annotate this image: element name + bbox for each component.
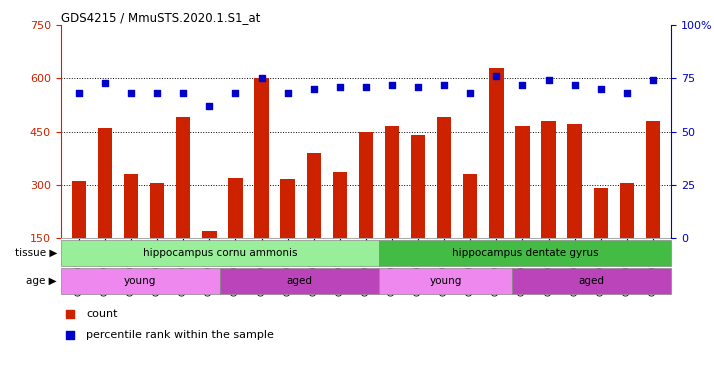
Point <box>203 103 215 109</box>
Bar <box>220 268 379 294</box>
Bar <box>512 268 671 294</box>
Bar <box>306 153 321 238</box>
Bar <box>98 128 112 238</box>
Bar <box>333 172 347 238</box>
Bar <box>411 135 426 238</box>
Bar <box>228 178 243 238</box>
Point <box>178 90 189 96</box>
Point <box>465 90 476 96</box>
Text: GDS4215 / MmuSTS.2020.1.S1_at: GDS4215 / MmuSTS.2020.1.S1_at <box>61 11 260 24</box>
Text: tissue ▶: tissue ▶ <box>15 248 57 258</box>
Text: hippocampus dentate gyrus: hippocampus dentate gyrus <box>452 248 598 258</box>
Point <box>543 77 554 83</box>
Bar <box>593 188 608 238</box>
Bar <box>202 231 216 238</box>
Point <box>126 90 137 96</box>
Point <box>230 90 241 96</box>
Point <box>282 90 293 96</box>
Point <box>595 86 606 92</box>
Bar <box>437 118 451 238</box>
Bar <box>176 118 191 238</box>
Text: count: count <box>86 309 118 319</box>
Point <box>438 81 450 88</box>
Text: age ▶: age ▶ <box>26 276 57 286</box>
Bar <box>358 131 373 238</box>
Point <box>491 73 502 79</box>
Bar <box>463 174 478 238</box>
Point <box>386 81 398 88</box>
Point <box>360 84 371 90</box>
Point <box>64 332 76 338</box>
Bar <box>61 268 220 294</box>
Point <box>308 86 319 92</box>
Bar <box>72 181 86 238</box>
Point <box>74 90 85 96</box>
Point <box>151 90 163 96</box>
Text: aged: aged <box>578 276 605 286</box>
Bar <box>379 240 671 266</box>
Text: young: young <box>124 276 156 286</box>
Bar <box>541 121 555 238</box>
Point <box>517 81 528 88</box>
Text: aged: aged <box>286 276 313 286</box>
Text: young: young <box>429 276 462 286</box>
Point <box>64 311 76 317</box>
Text: percentile rank within the sample: percentile rank within the sample <box>86 330 274 340</box>
Bar <box>568 124 582 238</box>
Bar <box>281 179 295 238</box>
Bar <box>150 183 164 238</box>
Point <box>99 79 111 86</box>
Point <box>647 77 658 83</box>
Text: hippocampus cornu ammonis: hippocampus cornu ammonis <box>143 248 297 258</box>
Bar <box>645 121 660 238</box>
Bar <box>379 268 512 294</box>
Bar <box>254 78 268 238</box>
Bar <box>489 68 503 238</box>
Bar <box>516 126 530 238</box>
Point <box>256 75 267 81</box>
Point <box>334 84 346 90</box>
Point <box>569 81 580 88</box>
Bar <box>124 174 139 238</box>
Bar <box>385 126 399 238</box>
Bar <box>620 183 634 238</box>
Point <box>621 90 633 96</box>
Point <box>413 84 424 90</box>
Bar <box>61 240 379 266</box>
